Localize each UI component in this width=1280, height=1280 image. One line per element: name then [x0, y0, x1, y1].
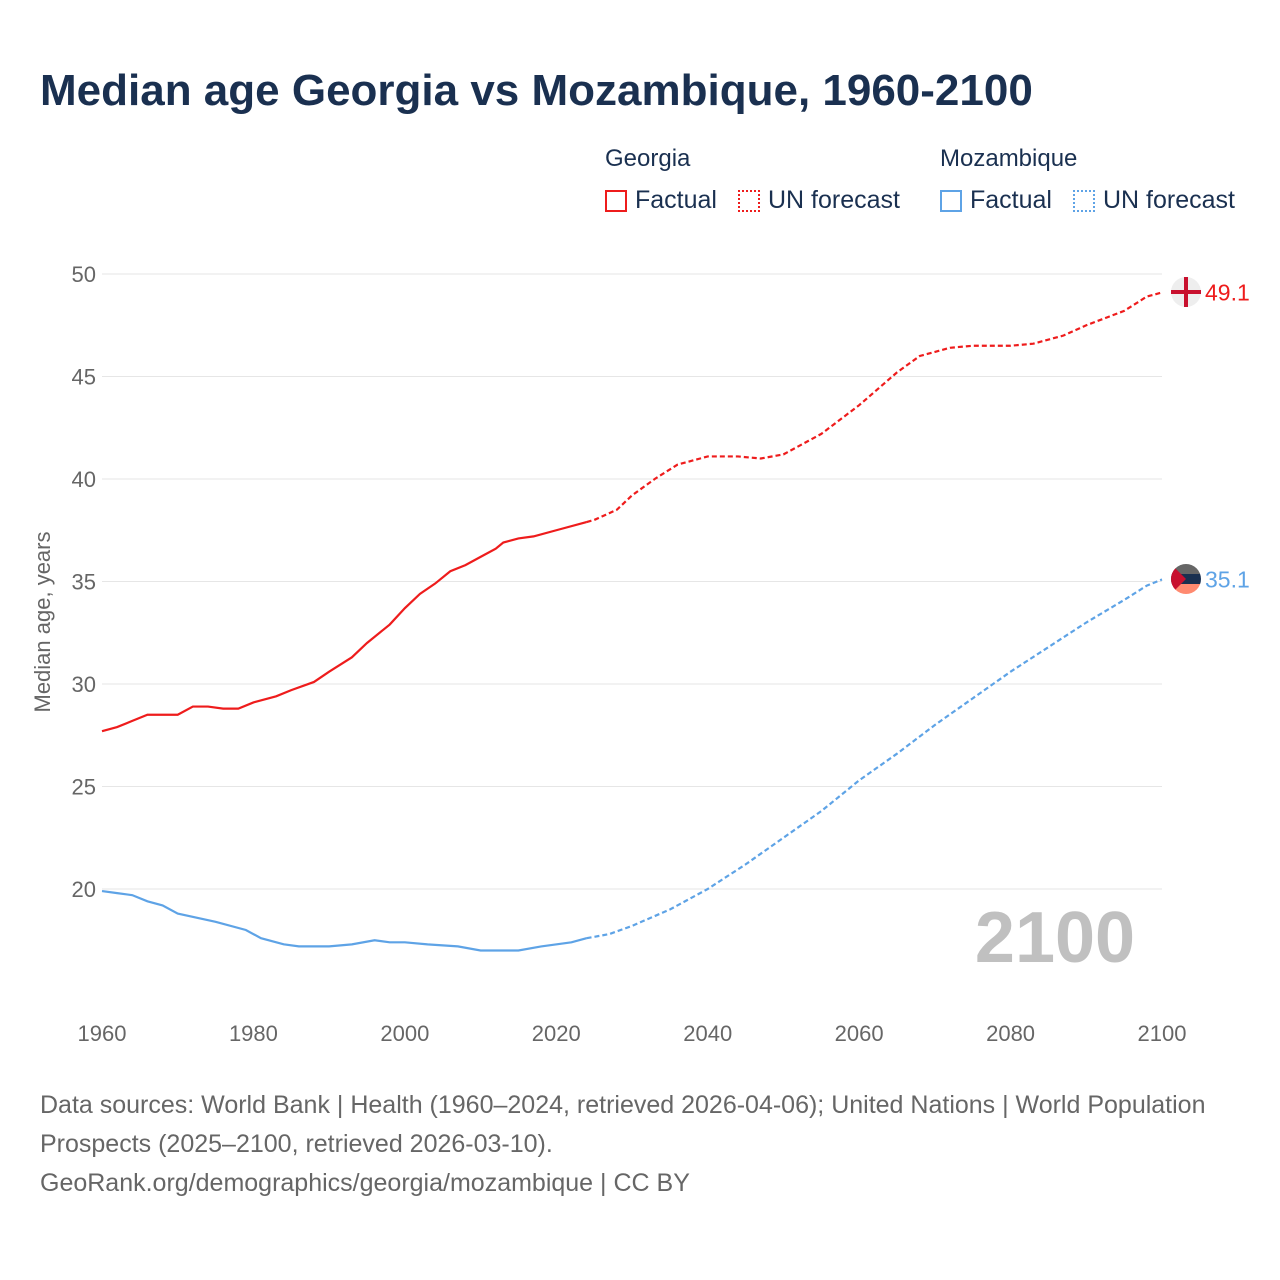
dotted-swatch-icon — [1073, 189, 1095, 212]
data-sources: Data sources: World Bank | Health (1960–… — [40, 1091, 1206, 1158]
y-axis-label: Median age, years — [30, 532, 55, 713]
dotted-swatch-icon — [738, 189, 760, 212]
y-tick-label: 30 — [72, 672, 96, 697]
legend-label: Factual — [970, 186, 1052, 214]
solid-swatch-icon — [605, 189, 627, 212]
x-tick-label: 2000 — [380, 1021, 429, 1046]
y-tick-label: 40 — [72, 467, 96, 492]
x-tick-label: 2040 — [683, 1021, 732, 1046]
legend-label: UN forecast — [768, 186, 900, 214]
y-tick-label: 20 — [72, 877, 96, 902]
legend-mozambique-heading: Mozambique — [940, 145, 1078, 172]
mozambique-factual-line — [101, 889, 587, 952]
legend-georgia-factual[interactable]: Factual — [605, 186, 717, 215]
source-footer: Data sources: World Bank | Health (1960–… — [40, 1086, 1240, 1203]
year-watermark: 2100 — [975, 898, 1135, 978]
x-tick-label: 2020 — [532, 1021, 581, 1046]
georgia-end-label: 49.1 — [1205, 279, 1250, 305]
source-link[interactable]: GeoRank.org/demographics/georgia/mozambi… — [40, 1169, 690, 1197]
legend-mozambique-factual[interactable]: Factual — [940, 186, 1052, 215]
x-tick-label: 1980 — [229, 1021, 278, 1046]
x-tick-label: 2100 — [1138, 1021, 1187, 1046]
y-tick-label: 25 — [72, 775, 96, 800]
georgia-factual-line — [101, 520, 587, 733]
legend-label: UN forecast — [1103, 186, 1235, 214]
mozambique-flag-icon — [1171, 564, 1201, 594]
legend-mozambique-forecast[interactable]: UN forecast — [1073, 186, 1235, 215]
legend-georgia-heading: Georgia — [605, 145, 691, 172]
mozambique-end-label: 35.1 — [1205, 566, 1250, 592]
x-tick-label: 1960 — [78, 1021, 127, 1046]
legend-georgia-forecast[interactable]: UN forecast — [738, 186, 900, 215]
x-tick-label: 2080 — [986, 1021, 1035, 1046]
y-tick-label: 35 — [72, 570, 96, 595]
solid-swatch-icon — [940, 189, 962, 212]
y-tick-label: 50 — [72, 262, 96, 287]
y-tick-label: 45 — [72, 365, 96, 390]
legend-label: Factual — [635, 186, 717, 214]
georgia-flag-icon — [1171, 277, 1201, 307]
georgia-forecast-line — [586, 291, 1163, 524]
chart-title: Median age Georgia vs Mozambique, 1960-2… — [40, 66, 1033, 115]
x-tick-label: 2060 — [835, 1021, 884, 1046]
mozambique-forecast-line — [586, 578, 1163, 940]
